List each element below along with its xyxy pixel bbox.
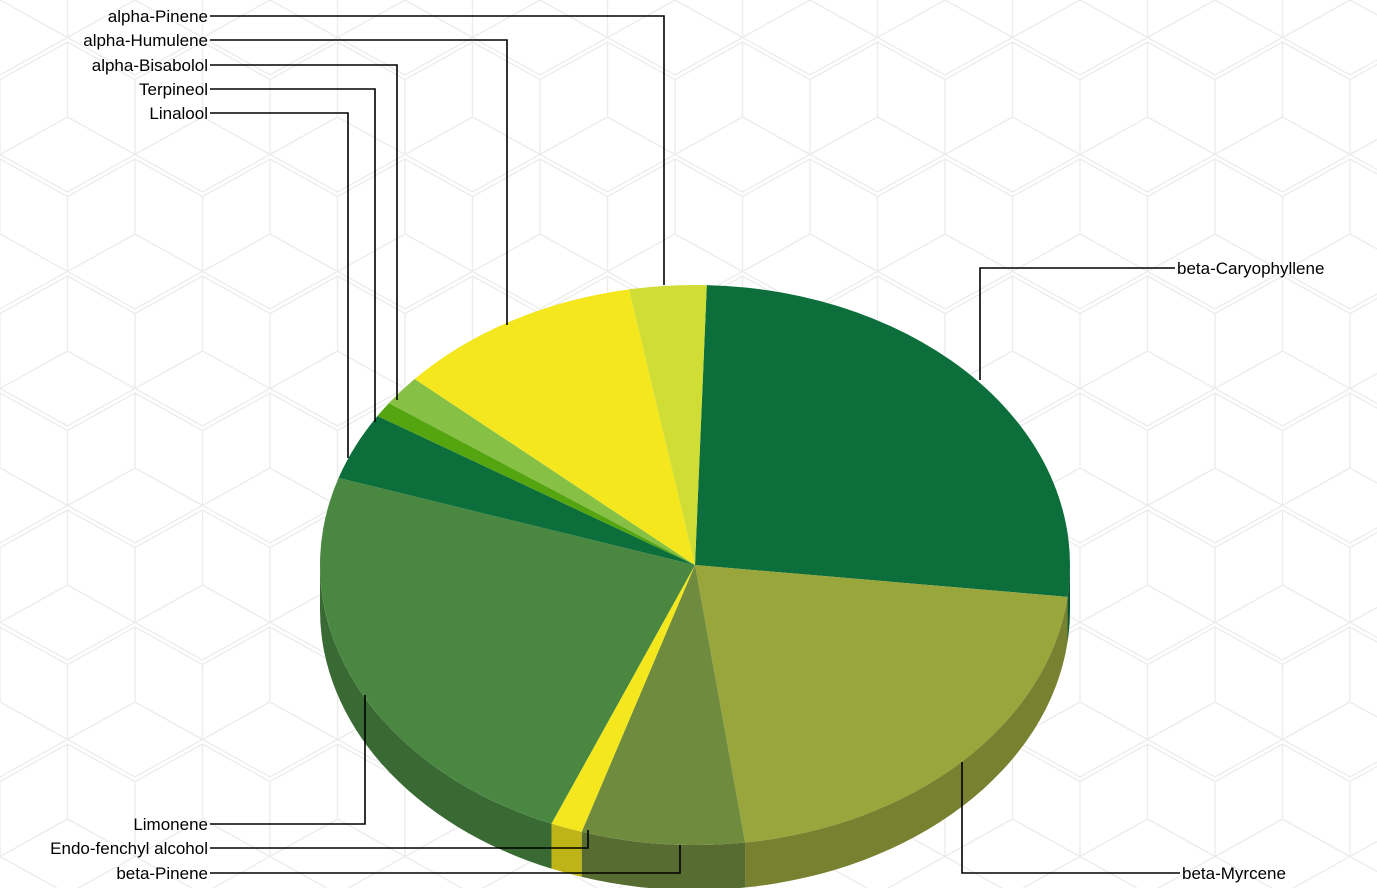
leader-alpha-humulene <box>210 39 508 325</box>
leader-beta-caryophyllene <box>979 267 1175 380</box>
slice-alpha-humulene <box>414 289 695 565</box>
leader-beta-myrcene <box>961 762 1180 874</box>
leader-lines <box>210 15 1180 874</box>
slice-labels: beta-Caryophyllene beta-Myrcene beta-Pinen… <box>50 7 1324 883</box>
leader-beta-pinene <box>210 845 681 874</box>
leader-alpha-bisabolol <box>210 64 398 400</box>
slice-side-beta-caryophyllene <box>1067 565 1070 642</box>
slice-side-endo-fenchyl-alcohol <box>551 823 582 877</box>
slice-terpineol <box>377 403 695 565</box>
label-endo-fenchyl-alcohol: Endo-fenchyl alcohol <box>50 839 208 858</box>
label-linalool: Linalool <box>149 104 208 123</box>
slice-alpha-bisabolol <box>388 379 695 565</box>
slice-side-limonene <box>320 565 552 869</box>
label-beta-myrcene: beta-Myrcene <box>1182 864 1286 883</box>
pie-3d-sides <box>320 565 1070 888</box>
slice-beta-pinene <box>581 565 746 845</box>
leader-limonene <box>210 695 366 825</box>
slice-beta-caryophyllene <box>695 285 1070 597</box>
slice-endo-fenchyl-alcohol <box>551 565 695 832</box>
label-alpha-bisabolol: alpha-Bisabolol <box>92 56 208 75</box>
label-beta-pinene: beta-Pinene <box>116 864 208 883</box>
label-alpha-pinene: alpha-Pinene <box>108 7 208 26</box>
slice-linalool <box>338 415 695 565</box>
slice-alpha-pinene <box>629 284 707 565</box>
leader-linalool <box>210 112 349 458</box>
leader-terpineol <box>210 88 376 422</box>
label-terpineol: Terpineol <box>139 80 208 99</box>
label-limonene: Limonene <box>133 815 208 834</box>
leader-endo-fenchyl-alcohol <box>210 830 589 849</box>
pie-slices <box>320 284 1070 845</box>
label-alpha-humulene: alpha-Humulene <box>83 31 208 50</box>
slice-beta-myrcene <box>695 565 1068 843</box>
slice-side-beta-pinene <box>581 831 746 888</box>
label-beta-caryophyllene: beta-Caryophyllene <box>1177 259 1324 278</box>
leader-alpha-pinene <box>210 15 665 285</box>
slice-side-beta-myrcene <box>745 596 1068 888</box>
slice-limonene <box>320 477 695 824</box>
